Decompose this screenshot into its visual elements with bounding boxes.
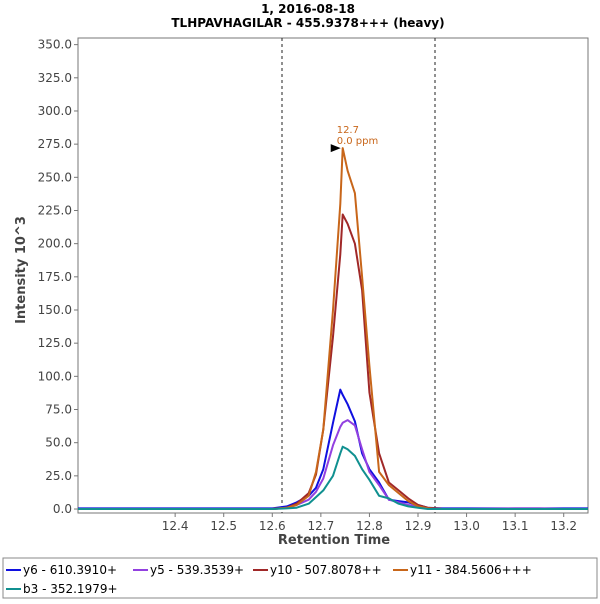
- y-tick-label: 350.0: [38, 38, 72, 52]
- peak-marker: [330, 144, 341, 153]
- x-tick-label: 12.5: [210, 519, 237, 533]
- legend-label-4: b3 - 352.1979+: [23, 582, 118, 596]
- legend-label-0: y6 - 610.3910+: [23, 563, 117, 577]
- x-tick-label: 12.9: [405, 519, 432, 533]
- legend-label-2: y10 - 507.8078++: [270, 563, 382, 577]
- y-tick-label: 0.0: [53, 502, 72, 516]
- y-tick-label: 225.0: [38, 203, 72, 217]
- y-tick-label: 275.0: [38, 137, 72, 151]
- x-tick-label: 13.1: [502, 519, 529, 533]
- legend: y6 - 610.3910+ y5 - 539.3539+ y10 - 507.80…: [2, 557, 598, 599]
- legend-label-3: y11 - 384.5606+++: [410, 563, 532, 577]
- y-tick-label: 250.0: [38, 170, 72, 184]
- y-tick-label: 25.0: [45, 469, 72, 483]
- y-tick-label: 300.0: [38, 104, 72, 118]
- series-line-4: [78, 445, 588, 510]
- x-tick-label: 13.2: [550, 519, 577, 533]
- y-tick-label: 50.0: [45, 436, 72, 450]
- plot-frame: [77, 37, 589, 514]
- chart-subtitle: TLHPAVHAGILAR - 455.9378+++ (heavy): [171, 16, 444, 30]
- y-axis-title: Intensity 10^3: [14, 216, 29, 324]
- x-tick-label: 12.8: [356, 519, 383, 533]
- y-tick-label: 150.0: [38, 303, 72, 317]
- legend-label-1: y5 - 539.3539+: [150, 563, 244, 577]
- x-tick-label: 13.0: [453, 519, 480, 533]
- y-tick-label: 125.0: [38, 336, 72, 350]
- y-tick-label: 325.0: [38, 71, 72, 85]
- x-axis-title: Retention Time: [278, 533, 390, 548]
- legend-box: [2, 557, 598, 599]
- x-tick-label: 12.6: [259, 519, 286, 533]
- chart-title: 1, 2016-08-18: [261, 2, 355, 16]
- plot-area: 0.0 25.0 50.0 75.0 100.0 125.0 150.0 175.0 200.0…: [38, 37, 589, 533]
- y-tick-label: 75.0: [45, 403, 72, 417]
- y-tick-label: 100.0: [38, 369, 72, 383]
- peak-rt-label: 12.7: [337, 125, 359, 136]
- y-tick-label: 175.0: [38, 270, 72, 284]
- x-tick-label: 12.4: [162, 519, 189, 533]
- x-tick-label: 12.7: [307, 519, 334, 533]
- peak-ppm-label: 0.0 ppm: [337, 136, 379, 147]
- y-tick-label: 200.0: [38, 237, 72, 251]
